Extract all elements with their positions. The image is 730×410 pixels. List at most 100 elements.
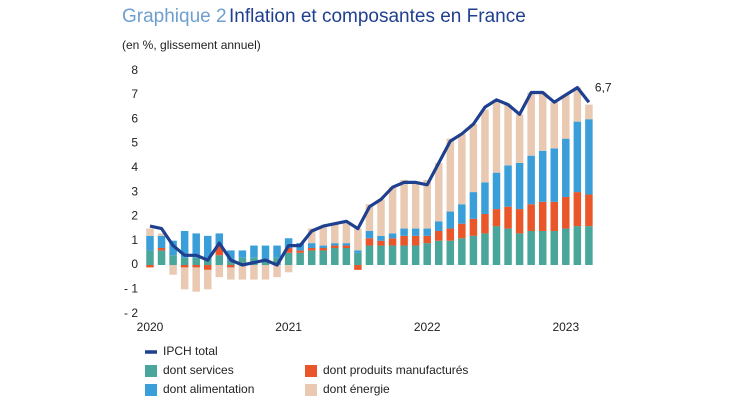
bar-segment <box>527 230 535 265</box>
bar-segment <box>504 228 512 265</box>
y-tick-label: 8 <box>131 63 138 77</box>
bar-segment <box>446 228 455 241</box>
bar-segment <box>331 243 339 246</box>
legend-swatch <box>145 365 157 377</box>
bar-segment <box>204 269 212 290</box>
legend-label: IPCH total <box>163 344 218 358</box>
bar-segment <box>215 265 224 278</box>
bar-segment <box>515 209 524 234</box>
bar-segment <box>377 235 385 241</box>
bar-segment <box>562 196 570 229</box>
legend-swatch <box>305 365 317 377</box>
bar-segment <box>400 235 408 246</box>
bar-segment <box>284 252 293 265</box>
bar-segment <box>527 92 535 156</box>
bar-segment <box>377 199 385 236</box>
bar-segment <box>492 99 501 173</box>
bar-segment <box>342 243 351 246</box>
bar-segment <box>411 182 420 229</box>
bar-segment <box>585 194 593 227</box>
bar-segment <box>215 245 224 256</box>
bar-segment <box>180 230 189 258</box>
bar-segment <box>284 247 293 253</box>
bar-segment <box>354 228 362 251</box>
bar-segment <box>296 252 304 265</box>
bar-segment <box>192 265 200 268</box>
bar-segment <box>146 250 154 265</box>
bar-segment <box>215 255 224 265</box>
bar-segment <box>538 201 547 231</box>
bar-segment <box>435 221 443 231</box>
y-tick-label: 6 <box>131 111 138 125</box>
y-tick-label: - 2 <box>124 306 138 320</box>
bar-segment <box>273 265 281 278</box>
bar-segment <box>481 233 489 265</box>
y-tick-label: 5 <box>131 136 138 150</box>
bar-segment <box>354 250 362 253</box>
chart-title: Inflation et composantes en France <box>229 6 526 27</box>
y-tick-label: - 1 <box>124 281 138 295</box>
legend-label: dont services <box>163 363 234 377</box>
bar-segment <box>515 162 524 210</box>
y-tick-label: 3 <box>131 184 138 198</box>
bar-segment <box>146 235 154 251</box>
bar-segment <box>192 233 200 258</box>
bar-segment <box>550 230 558 265</box>
bar-segment <box>342 221 351 244</box>
bar-segment <box>307 247 316 251</box>
bar-segment <box>550 102 558 149</box>
bar-segment <box>192 257 200 265</box>
bar-segment <box>388 187 397 234</box>
bar-segment <box>296 250 304 253</box>
bar-segment <box>157 233 166 236</box>
bar-segment <box>446 138 455 212</box>
bar-segment <box>331 223 339 244</box>
bar-segment <box>307 243 316 248</box>
bar-segment <box>169 265 177 275</box>
bar-segment <box>388 233 397 239</box>
bar-segment <box>411 245 420 265</box>
bar-segment <box>446 211 455 229</box>
y-tick-label: 7 <box>131 87 138 101</box>
bar-segment <box>550 201 558 231</box>
x-tick-label: 2020 <box>137 320 164 334</box>
bar-segment <box>411 228 420 236</box>
bar-segment <box>307 250 316 265</box>
bar-segment <box>504 206 512 229</box>
bar-segment <box>388 238 397 246</box>
bar-segment <box>319 226 327 246</box>
bar-segment <box>527 204 535 231</box>
bar-segment <box>365 238 374 246</box>
bar-segment <box>492 209 501 227</box>
bar-segment <box>284 238 293 248</box>
bar-segment <box>469 218 478 236</box>
bar-segment <box>377 245 385 265</box>
bar-segment <box>423 179 431 229</box>
bar-segment <box>573 192 582 227</box>
bar-segment <box>492 172 501 210</box>
x-tick-label: 2023 <box>552 320 579 334</box>
bar-segment <box>261 260 270 265</box>
bar-segment <box>319 250 327 265</box>
bar-segment <box>573 121 582 193</box>
bar-segment <box>319 245 327 248</box>
data-label: 6,7 <box>595 80 612 94</box>
bar-segment <box>538 92 547 151</box>
bar-segment <box>238 250 247 258</box>
bar-segment <box>400 179 408 229</box>
bar-segment <box>250 245 258 258</box>
bar-segment <box>180 267 189 290</box>
bar-segment <box>538 230 547 265</box>
bar-segment <box>365 245 374 265</box>
bar-segment <box>204 265 212 270</box>
bar-segment <box>435 240 443 265</box>
bar-segment <box>469 124 478 193</box>
bar-segment <box>180 257 189 265</box>
bar-segment <box>562 228 570 265</box>
bar-segment <box>585 226 593 265</box>
bar-segment <box>573 226 582 265</box>
bar-segment <box>180 265 189 268</box>
y-tick-label: 1 <box>131 233 138 247</box>
y-tick-label: 2 <box>131 209 138 223</box>
